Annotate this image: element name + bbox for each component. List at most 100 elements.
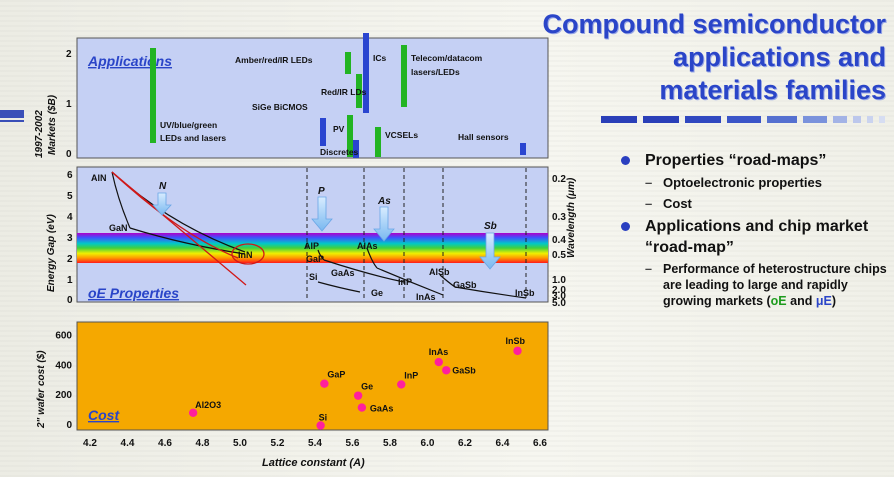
mat-label-inn: InN	[238, 250, 253, 260]
mat-label-gap: GaP	[306, 254, 324, 264]
label-vcsels: VCSELs	[385, 130, 418, 140]
market-bar-telecom	[401, 45, 407, 107]
label-uv-1: UV/blue/green	[160, 120, 217, 130]
market-bar-pv	[347, 115, 353, 157]
oe-label: oE	[770, 294, 787, 308]
oe-ytick-1: 1	[67, 275, 73, 286]
mat-label-alsb: AlSb	[429, 267, 450, 277]
family-arrows	[152, 192, 501, 270]
wl-tick-7: 5.0	[552, 298, 566, 309]
mat-label-ge: Ge	[371, 288, 383, 298]
mat-label-insb: InSb	[515, 288, 535, 298]
wavelength-ticks: 0.2 0.3 0.4 0.5 1.0 2.0 3.0 5.0	[552, 174, 566, 309]
decorative-bar-row	[601, 116, 885, 123]
curve-aln-gan	[111, 171, 131, 229]
cost-ytick-label: 600	[55, 330, 72, 341]
curve-alp-gap	[317, 249, 325, 261]
arrow-as-icon	[373, 206, 395, 242]
mat-label-si: Si	[309, 272, 318, 282]
oe-ylabel: Energy Gap (eV)	[46, 214, 57, 292]
oe-ytick-5: 5	[67, 191, 73, 202]
sub-bullet-cost: – Cost	[611, 195, 891, 212]
mat-label-inp: InP	[398, 277, 412, 287]
mat-label-gaas: GaAs	[331, 268, 355, 278]
sub-bullet-optoelectronic: – Optoelectronic properties	[611, 174, 891, 191]
cost-xlabel: Lattice constant (A)	[262, 457, 365, 469]
wl-tick-3: 0.5	[552, 250, 566, 261]
cost-point-al2o3	[188, 408, 198, 418]
label-discretes: Discretes	[320, 147, 359, 157]
curve-gasb-insb	[454, 286, 527, 299]
cost-ytick-label: 0	[66, 420, 72, 431]
curve-alsb-gasb	[439, 274, 456, 288]
cost-xtick-label: 5.8	[383, 438, 397, 449]
family-label-sb: Sb	[484, 221, 497, 232]
cost-xtick-label: 5.2	[271, 438, 285, 449]
cost-point-inas	[434, 357, 443, 367]
cost-point-gasb	[442, 366, 451, 375]
wl-tick-5: 2.0	[552, 285, 566, 296]
bullet-text: Properties “road-maps”	[645, 152, 827, 169]
bullet-text: Applications and chip market “road-map”	[645, 218, 869, 256]
cost-panel	[76, 321, 549, 431]
bullet-applications: Applications and chip market “road-map”	[611, 216, 891, 258]
market-bar-discretes	[353, 140, 359, 158]
market-bar-sige	[320, 118, 326, 146]
mat-label-alas: AlAs	[357, 241, 378, 251]
curve-si-ge	[317, 281, 361, 293]
apps-ytick-2: 2	[66, 49, 72, 60]
family-label-n: N	[159, 181, 167, 192]
cost-ylabel: 2" wafer cost ($)	[36, 350, 47, 429]
cost-point-label: InP	[404, 370, 418, 380]
visible-spectrum-band	[77, 233, 548, 263]
cost-point-label: Ge	[361, 382, 373, 392]
market-bar-vcsels	[375, 127, 381, 157]
cost-point-label: Al2O3	[195, 400, 221, 410]
bullet-properties: Properties “road-maps”	[611, 150, 891, 171]
arrow-sb-icon	[479, 232, 501, 270]
cost-xtick-label: 6.6	[533, 438, 547, 449]
lattice-dashed-lines	[306, 168, 527, 300]
cost-point-label: GaSb	[452, 365, 476, 375]
cost-ytick-label: 400	[55, 360, 72, 371]
oe-ytick-6: 6	[67, 170, 73, 181]
cost-xtick-label: 5.4	[308, 438, 322, 449]
label-uv-2: LEDs and lasers	[160, 133, 226, 143]
cost-point-ge	[353, 391, 363, 400]
label-ics: ICs	[373, 53, 387, 63]
left-accent-bar	[0, 110, 24, 118]
red-annotation-circle	[231, 243, 265, 265]
cost-xticks: 4.2 4.4 4.6 4.8 5.0 5.2 5.4 5.6 5.8 6.0 6.2 6.4 6.6	[83, 438, 547, 449]
mat-label-gan: GaN	[109, 223, 128, 233]
mue-label: μE	[815, 294, 832, 308]
sub-bullet-text: Performance of heterostructure chips are…	[663, 262, 887, 308]
bullet-dot-icon	[621, 222, 630, 231]
family-labels: N P As Sb	[159, 181, 497, 232]
left-accent-line	[0, 120, 24, 122]
and-text: and	[786, 294, 816, 308]
cost-xtick-label: 4.2	[83, 438, 97, 449]
label-telecom-2: lasers/LEDs	[411, 67, 460, 77]
cost-point-gaas	[357, 403, 367, 412]
sub-bullet-text: Optoelectronic properties	[663, 175, 822, 190]
applications-panel-title: Applications	[87, 53, 172, 69]
cost-point-insb	[513, 346, 522, 356]
arrow-n-icon	[152, 192, 172, 216]
wl-tick-2: 0.4	[552, 235, 566, 246]
cost-xtick-label: 4.4	[121, 438, 135, 449]
family-label-as: As	[377, 196, 391, 207]
mat-label-alp: AlP	[304, 241, 319, 251]
slide-title: Compound semiconductor applications and …	[466, 8, 887, 107]
market-bar-uv-leds	[150, 48, 156, 143]
cost-point-label: InSb	[506, 336, 526, 346]
label-red-ir-ld: Red/IR LDs	[321, 87, 367, 97]
oe-y2label: Wavelength (μm)	[566, 177, 577, 258]
cost-ytick-label: 200	[55, 390, 72, 401]
close-paren: )	[831, 294, 836, 308]
title-line-2: applications and	[672, 42, 886, 72]
sub-bullet-performance: – Performance of heterostructure chips a…	[611, 261, 891, 309]
oe-ytick-4: 4	[67, 212, 73, 223]
red-annotation-line-1	[111, 171, 247, 286]
arrow-p-icon	[311, 196, 333, 232]
wl-tick-1: 0.3	[552, 212, 566, 223]
